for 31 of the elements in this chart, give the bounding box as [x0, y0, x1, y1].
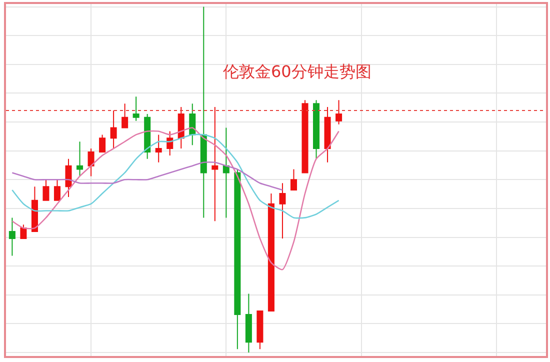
candlestick [189, 103, 196, 146]
candlestick [88, 148, 94, 177]
candlestick [256, 310, 264, 350]
candlestick [65, 158, 72, 198]
candlestick [336, 100, 342, 125]
candlestick [42, 179, 50, 201]
candlestick [268, 192, 274, 312]
text: 伦敦金60分钟走势图 [223, 62, 372, 81]
candlestick [212, 106, 218, 222]
candlestick [324, 106, 331, 163]
candlestick [166, 130, 174, 156]
candlestick [245, 293, 252, 354]
candlestick [200, 6, 207, 218]
candlestick [279, 182, 286, 239]
candlestick [20, 224, 27, 239]
candlestick [8, 217, 16, 256]
candlestick [54, 179, 60, 201]
candlestick [302, 100, 308, 174]
candlestick [144, 113, 151, 160]
candlestick [313, 100, 320, 160]
candlestick [132, 96, 140, 122]
candlestick [222, 127, 230, 218]
candlestick [122, 103, 128, 128]
candlestick [155, 134, 162, 163]
candlestick [31, 186, 38, 232]
candlestick [99, 134, 106, 152]
candlestick [110, 110, 117, 150]
candlestick [178, 106, 184, 150]
candlestick [234, 168, 241, 350]
candlestick [76, 141, 84, 177]
candlestick [290, 168, 297, 191]
